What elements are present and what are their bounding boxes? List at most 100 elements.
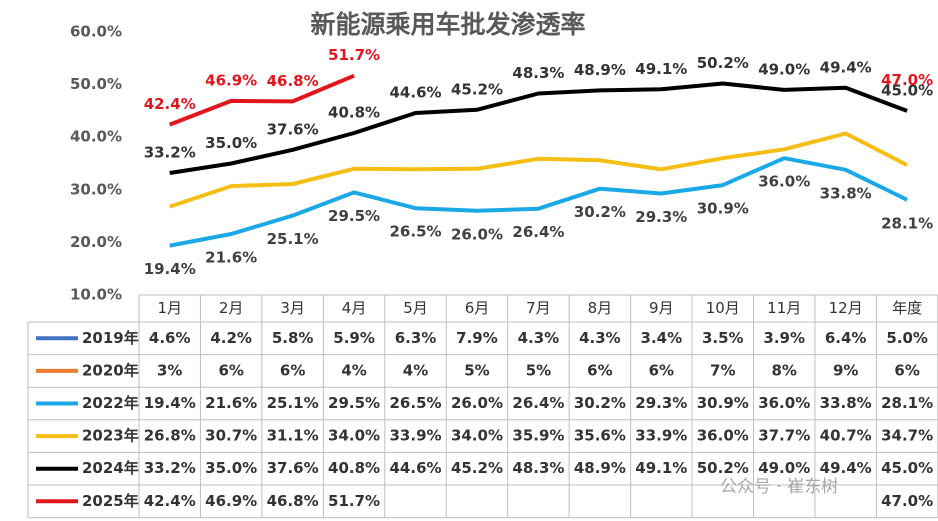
table-cell: 33.9% bbox=[390, 427, 442, 445]
y-tick-label: 20.0% bbox=[70, 233, 122, 251]
table-cell: 6% bbox=[894, 361, 919, 379]
table-cell: 7% bbox=[710, 361, 735, 379]
series-line-group bbox=[169, 156, 908, 248]
y-tick-label: 40.0% bbox=[70, 128, 122, 146]
legend-label: 2023年 bbox=[82, 427, 139, 445]
table-cell: 49.4% bbox=[820, 459, 872, 477]
data-label: 29.5% bbox=[328, 207, 380, 225]
table-cell: 6% bbox=[649, 361, 674, 379]
table-cell: 5% bbox=[464, 361, 489, 379]
data-table-grid bbox=[27, 294, 938, 519]
x-tick-label: 12月 bbox=[829, 299, 863, 317]
table-cell: 34.0% bbox=[451, 427, 503, 445]
table-cell: 30.2% bbox=[574, 394, 626, 412]
table-cell: 42.4% bbox=[144, 492, 196, 510]
data-label: 30.2% bbox=[574, 203, 626, 221]
table-cell: 26.4% bbox=[512, 394, 564, 412]
table-cell: 48.9% bbox=[574, 459, 626, 477]
y-tick-label: 10.0% bbox=[70, 286, 122, 304]
chart-title: 新能源乘用车批发渗透率 bbox=[310, 10, 585, 39]
data-label: 40.8% bbox=[328, 103, 380, 121]
data-label: 49.4% bbox=[820, 58, 872, 76]
data-label: 26.0% bbox=[451, 225, 503, 243]
table-cell: 37.6% bbox=[267, 459, 319, 477]
table-cell: 5.0% bbox=[886, 329, 928, 347]
data-label: 25.1% bbox=[267, 230, 319, 248]
table-cell: 51.7% bbox=[328, 492, 380, 510]
watermark: 公众号 · 崔东树 bbox=[720, 477, 838, 497]
table-cell: 3.9% bbox=[763, 329, 805, 347]
x-tick-label: 10月 bbox=[706, 299, 740, 317]
table-cell: 34.7% bbox=[881, 427, 933, 445]
legend-label: 2022年 bbox=[82, 394, 139, 412]
x-tick-label: 3月 bbox=[280, 299, 305, 317]
table-cell: 34.0% bbox=[328, 427, 380, 445]
data-label: 46.9% bbox=[205, 71, 257, 89]
table-cell: 3.5% bbox=[702, 329, 744, 347]
table-cell: 6% bbox=[280, 361, 305, 379]
x-tick-label: 6月 bbox=[465, 299, 490, 317]
table-cell: 5.9% bbox=[333, 329, 375, 347]
table-cell: 4.3% bbox=[579, 329, 621, 347]
data-label: 44.6% bbox=[390, 84, 442, 102]
x-tick-label: 1月 bbox=[157, 299, 182, 317]
data-label: 45.0% bbox=[881, 81, 933, 99]
table-cell: 35.6% bbox=[574, 427, 626, 445]
table-cell: 3% bbox=[157, 361, 182, 379]
table-cell: 33.2% bbox=[144, 459, 196, 477]
table-cell: 6% bbox=[218, 361, 243, 379]
table-cell: 6.3% bbox=[395, 329, 437, 347]
table-cell: 6.4% bbox=[825, 329, 867, 347]
table-cell: 19.4% bbox=[144, 394, 196, 412]
x-tick-label: 年度 bbox=[892, 299, 922, 317]
table-cell: 7.9% bbox=[456, 329, 498, 347]
table-cell: 50.2% bbox=[697, 459, 749, 477]
table-cell: 26.0% bbox=[451, 394, 503, 412]
data-label: 45.2% bbox=[451, 80, 503, 98]
table-cell: 48.3% bbox=[512, 459, 564, 477]
legend-label: 2020年 bbox=[82, 361, 139, 379]
data-label: 33.8% bbox=[820, 184, 872, 202]
data-label: 26.5% bbox=[390, 223, 442, 241]
table-cell: 46.8% bbox=[267, 492, 319, 510]
table-cell: 21.6% bbox=[205, 394, 257, 412]
data-label: 50.2% bbox=[697, 54, 749, 72]
data-label: 35.0% bbox=[205, 134, 257, 152]
table-cell: 37.7% bbox=[758, 427, 810, 445]
table-cell: 36.0% bbox=[697, 427, 749, 445]
table-cell: 4.6% bbox=[149, 329, 191, 347]
x-tick-label: 2月 bbox=[219, 299, 244, 317]
table-cell: 3.4% bbox=[641, 329, 683, 347]
table-cell: 31.1% bbox=[267, 427, 319, 445]
table-cell: 30.7% bbox=[205, 427, 257, 445]
x-tick-label: 9月 bbox=[649, 299, 674, 317]
table-cell: 6% bbox=[587, 361, 612, 379]
legend-label: 2019年 bbox=[82, 329, 139, 347]
table-cell: 5.8% bbox=[272, 329, 314, 347]
table-cell: 40.8% bbox=[328, 459, 380, 477]
table-cell: 49.1% bbox=[635, 459, 687, 477]
series-line-group bbox=[169, 81, 908, 175]
y-tick-label: 50.0% bbox=[70, 75, 122, 93]
table-cell: 4% bbox=[403, 361, 428, 379]
data-label: 36.0% bbox=[758, 173, 810, 191]
table-cell: 45.2% bbox=[451, 459, 503, 477]
data-label: 19.4% bbox=[144, 260, 196, 278]
table-cell: 4% bbox=[341, 361, 366, 379]
series-line bbox=[169, 81, 908, 175]
x-tick-label: 5月 bbox=[403, 299, 428, 317]
table-cell: 30.9% bbox=[697, 394, 749, 412]
data-label: 42.4% bbox=[144, 95, 196, 113]
data-label: 30.9% bbox=[697, 200, 749, 218]
table-cell: 46.9% bbox=[205, 492, 257, 510]
table-cell: 4.3% bbox=[518, 329, 560, 347]
table-cell: 33.8% bbox=[820, 394, 872, 412]
data-label: 49.0% bbox=[758, 60, 810, 78]
table-cell: 47.0% bbox=[881, 492, 933, 510]
y-tick-label: 60.0% bbox=[70, 23, 122, 41]
table-cell: 9% bbox=[833, 361, 858, 379]
series-line-group bbox=[169, 131, 909, 209]
data-label: 26.4% bbox=[512, 223, 564, 241]
table-cell: 35.9% bbox=[512, 427, 564, 445]
